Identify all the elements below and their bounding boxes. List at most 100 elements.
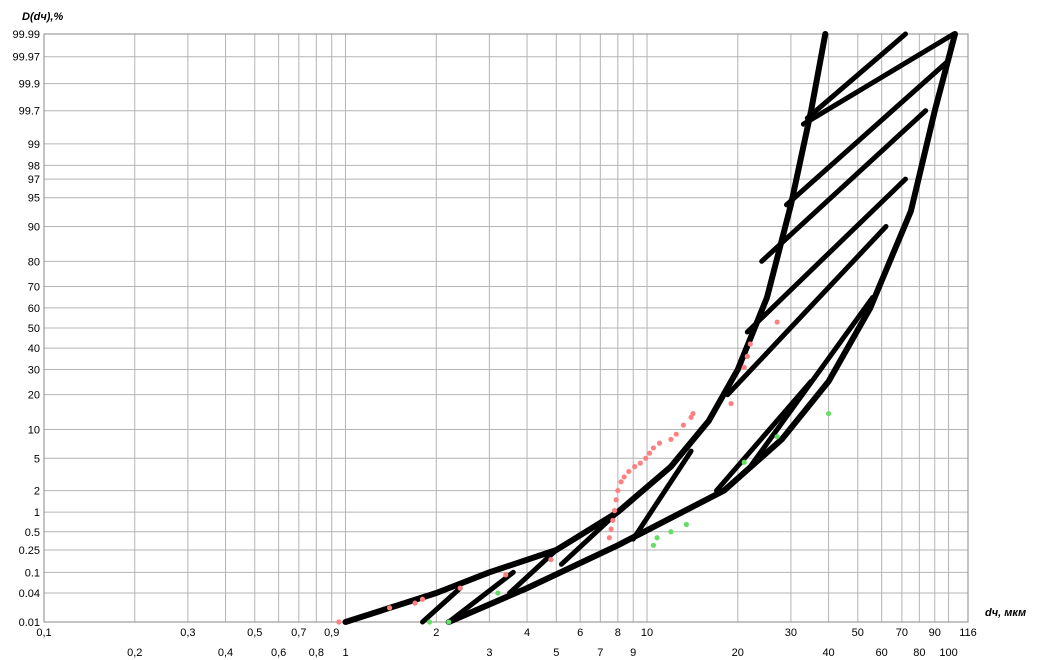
hatch-line	[507, 547, 559, 596]
x-tick-label: 10	[641, 627, 653, 639]
data-point-series-1	[419, 596, 426, 602]
y-tick-label: 99.7	[19, 106, 40, 118]
data-point-series-2	[495, 590, 501, 596]
data-point-series-1	[621, 474, 627, 480]
hatch-line	[446, 569, 516, 625]
hatch-line	[744, 176, 908, 335]
x-tick-label: 0,9	[324, 627, 339, 639]
hatch-line	[804, 31, 908, 121]
x-tick-label: 50	[852, 627, 864, 639]
envelope-right-curve	[445, 31, 958, 625]
data-point-series-1	[744, 353, 750, 359]
x-tick-label: 0,1	[36, 627, 51, 639]
x-tick-label: 8	[615, 627, 621, 639]
x-tick-label: 20	[732, 647, 744, 659]
y-tick-label: 10	[28, 425, 40, 437]
data-point-series-1	[457, 585, 463, 591]
data-point-series-1	[647, 450, 653, 456]
y-tick-label: 90	[28, 221, 40, 233]
y-tick-label: 5	[34, 453, 40, 465]
x-tick-label: 4	[524, 627, 530, 639]
data-point-series-1	[386, 605, 393, 611]
data-points	[336, 319, 832, 625]
x-axis-label: dч, мкм	[985, 607, 1026, 619]
data-point-series-1	[615, 487, 621, 494]
x-tick-label: 2	[433, 627, 439, 639]
data-point-series-1	[668, 436, 674, 442]
x-tick-label: 7	[597, 647, 603, 659]
y-tick-label: 0.25	[19, 545, 40, 557]
data-point-series-1	[741, 364, 747, 370]
data-point-series-1	[728, 400, 734, 407]
x-tick-label: 40	[822, 647, 834, 659]
data-point-series-2	[683, 521, 689, 528]
data-point-series-2	[650, 542, 657, 548]
hatch-line	[725, 224, 889, 398]
data-point-series-1	[690, 410, 696, 417]
data-point-series-1	[626, 468, 632, 475]
x-tick-label: 90	[929, 627, 941, 639]
hatch-line	[630, 448, 694, 542]
hatch-line	[784, 60, 949, 208]
y-tick-label: 98	[28, 160, 40, 172]
y-tick-label: 30	[28, 365, 40, 377]
data-point-series-2	[654, 535, 660, 541]
x-tick-label: 9	[630, 647, 636, 659]
x-tick-label: 0,7	[291, 627, 306, 639]
x-tick-label: 3	[486, 647, 492, 659]
y-tick-label: 95	[28, 193, 40, 205]
envelope-left-curve	[342, 31, 829, 625]
x-tick-label: 0,5	[247, 627, 262, 639]
y-tick-label: 99	[28, 139, 40, 151]
x-tick-label: 30	[785, 627, 797, 639]
y-tick-label: 97	[28, 174, 40, 186]
y-tick-label: 2	[34, 486, 40, 498]
x-tick-label: 1	[342, 647, 348, 659]
data-point-series-1	[650, 445, 657, 451]
data-point-series-1	[608, 526, 614, 532]
x-tick-label: 5	[553, 647, 559, 659]
data-point-series-1	[610, 517, 616, 524]
data-point-series-1	[637, 460, 643, 466]
y-tick-label: 80	[28, 256, 40, 268]
data-point-series-2	[741, 459, 747, 465]
hatch-line	[800, 31, 957, 127]
y-tick-label: 20	[28, 390, 40, 402]
plot-border	[43, 33, 969, 623]
data-point-series-2	[774, 434, 780, 440]
hatch-line	[747, 295, 876, 470]
hatch-line	[714, 378, 814, 494]
x-tick-label: 116	[959, 627, 977, 639]
grid	[43, 33, 969, 623]
data-point-series-2	[446, 619, 452, 625]
data-point-series-1	[774, 319, 780, 325]
data-point-series-1	[673, 431, 679, 437]
hatch-line	[558, 509, 621, 567]
y-tick-label: 1	[34, 507, 40, 519]
y-tick-label: 60	[28, 303, 40, 315]
x-tick-label: 60	[876, 647, 888, 659]
x-tick-label: 0,2	[127, 647, 142, 659]
data-point-series-1	[611, 508, 618, 514]
data-point-series-2	[426, 619, 433, 625]
y-tick-label: 0.01	[19, 617, 40, 629]
y-tick-label: 99.99	[12, 29, 40, 41]
data-point-series-1	[747, 341, 753, 347]
data-point-series-1	[656, 440, 663, 446]
x-tick-label: 100	[939, 647, 957, 659]
y-tick-labels: 0.01 0.04 0.1 0.25 0.5 1 2 5 10 20 30 40 50 60 70 80 90 9…	[12, 29, 40, 629]
y-tick-label: 0.1	[25, 567, 40, 579]
data-point-series-2	[668, 529, 674, 535]
y-tick-label: 50	[28, 323, 40, 335]
data-point-series-1	[336, 619, 342, 625]
data-point-series-1	[632, 464, 638, 470]
y-tick-label: 0.04	[19, 588, 40, 600]
hatch-line	[420, 585, 463, 625]
x-tick-label: 6	[577, 627, 583, 639]
data-point-series-1	[680, 422, 686, 428]
y-tick-label: 0.5	[25, 527, 40, 539]
x-tick-label: 80	[913, 647, 925, 659]
data-point-series-1	[613, 497, 619, 503]
y-tick-label: 70	[28, 281, 40, 293]
